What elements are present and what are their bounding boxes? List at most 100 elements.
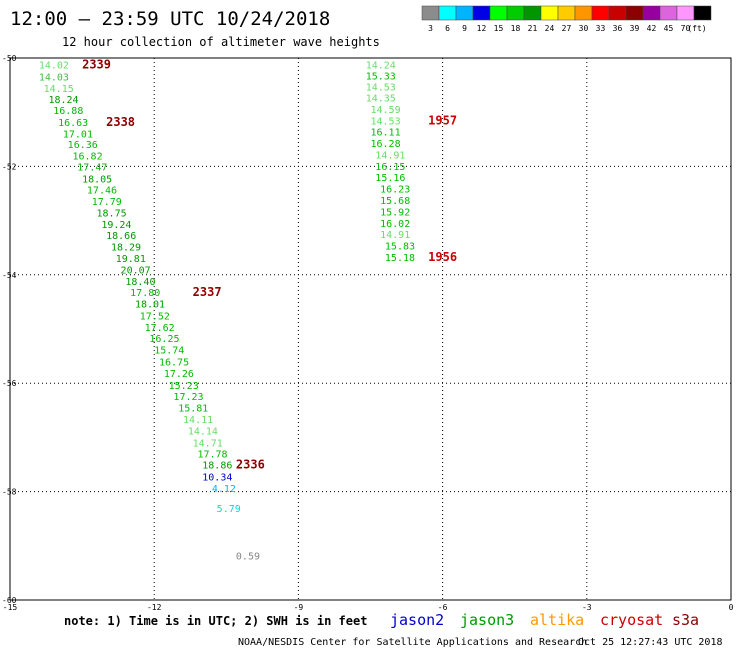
color-key-swatch bbox=[455, 5, 474, 21]
swh-label: 17.47 bbox=[77, 162, 107, 173]
swh-label: 16.75 bbox=[159, 358, 189, 369]
lat-tick-label: -58 bbox=[2, 488, 17, 497]
time-label: 2337 bbox=[193, 285, 222, 299]
color-key-swatch bbox=[693, 5, 712, 21]
color-key-swatch bbox=[489, 5, 508, 21]
swh-label: 16.63 bbox=[58, 118, 88, 129]
swh-label: 14.59 bbox=[371, 105, 401, 116]
color-key-label: 18 bbox=[511, 24, 521, 33]
swh-label: 0.59 bbox=[236, 552, 260, 563]
swh-label: 16.88 bbox=[53, 106, 83, 117]
legend-s3a: s3a bbox=[672, 611, 699, 629]
swh-label: 14.15 bbox=[44, 84, 74, 95]
swh-label: 19.81 bbox=[116, 254, 146, 265]
lat-tick-label: -54 bbox=[2, 271, 17, 280]
track-jason3: 14.0214.0314.1518.2416.8816.6317.0116.36… bbox=[39, 58, 265, 563]
color-key-label: 9 bbox=[462, 24, 467, 33]
swh-label: 18.75 bbox=[97, 208, 127, 219]
lon-tick-label: -3 bbox=[582, 603, 592, 612]
swh-label: 19.24 bbox=[101, 220, 131, 231]
swh-label: 14.03 bbox=[39, 72, 69, 83]
swh-label: 18.40 bbox=[125, 277, 155, 288]
swh-label: 14.91 bbox=[375, 150, 405, 161]
color-key: 3 6 9 12 15 18 21 24 27 30 33 36 39 42 45 70(ft) bbox=[421, 5, 712, 33]
color-key-swatch bbox=[557, 5, 576, 21]
swh-label: 10.34 bbox=[202, 472, 232, 483]
lon-tick-label: -12 bbox=[147, 603, 162, 612]
lat-tick-label: -50 bbox=[2, 54, 17, 63]
swh-label: 17.26 bbox=[164, 369, 194, 380]
swh-label: 16.28 bbox=[371, 139, 401, 150]
swh-label: 14.11 bbox=[183, 415, 213, 426]
swh-label: 15.83 bbox=[385, 242, 415, 253]
color-key-label: 24 bbox=[545, 24, 555, 33]
track-jason3: 14.2415.3314.5314.3514.5914.5316.1116.28… bbox=[366, 61, 457, 264]
color-key-swatch bbox=[591, 5, 610, 21]
lon-tick-label: -9 bbox=[294, 603, 304, 612]
swh-label: 16.23 bbox=[380, 185, 410, 196]
swh-label: 18.66 bbox=[106, 231, 136, 242]
swh-label: 16.11 bbox=[371, 128, 401, 139]
swh-label: 17.62 bbox=[145, 323, 175, 334]
color-key-label: 30 bbox=[579, 24, 589, 33]
swh-label: 17.46 bbox=[87, 186, 117, 197]
color-key-swatch bbox=[438, 5, 457, 21]
swh-label: 17.78 bbox=[197, 450, 227, 461]
color-key-label: 45 bbox=[664, 24, 674, 33]
color-key-label: 27 bbox=[562, 24, 572, 33]
lat-tick-label: -56 bbox=[2, 379, 17, 388]
swh-label: 16.36 bbox=[68, 140, 98, 151]
color-key-label: 21 bbox=[528, 24, 538, 33]
color-key-label: 39 bbox=[630, 24, 640, 33]
swh-label: 15.16 bbox=[375, 173, 405, 184]
swh-label: 18.05 bbox=[82, 174, 112, 185]
time-label: 2338 bbox=[106, 115, 135, 129]
time-label: 2339 bbox=[82, 58, 111, 72]
map-frame bbox=[9, 57, 732, 601]
axis-tick-labels: -15 -12 -9 -6 -3 0 -50 -52 -54 -56 -58 -60 bbox=[2, 54, 734, 612]
swh-label: 14.14 bbox=[188, 426, 218, 437]
swh-label: 5.79 bbox=[217, 504, 241, 515]
satellite-tracks: 14.0214.0314.1518.2416.8816.6317.0116.36… bbox=[39, 58, 457, 563]
swh-label: 15.81 bbox=[178, 404, 208, 415]
swh-label: 17.80 bbox=[130, 288, 160, 299]
color-key-swatch bbox=[574, 5, 593, 21]
color-key-unit: (ft) bbox=[687, 24, 706, 33]
lat-tick-label: -52 bbox=[2, 162, 17, 171]
swh-label: 18.29 bbox=[111, 243, 141, 254]
lon-tick-label: -15 bbox=[3, 603, 18, 612]
color-key-swatch bbox=[659, 5, 678, 21]
color-key-swatch bbox=[625, 5, 644, 21]
swh-label: 15.33 bbox=[366, 71, 396, 82]
swh-label: 4.12 bbox=[212, 484, 236, 495]
swh-label: 15.18 bbox=[385, 253, 415, 264]
swh-label: 15.68 bbox=[380, 196, 410, 207]
lon-tick-label: -6 bbox=[438, 603, 448, 612]
color-key-swatch bbox=[676, 5, 695, 21]
legend-cryosat: cryosat bbox=[600, 611, 663, 629]
color-key-label: 36 bbox=[613, 24, 623, 33]
swh-label: 14.35 bbox=[366, 94, 396, 105]
swh-label: 18.01 bbox=[135, 300, 165, 311]
credit-line: NOAA/NESDIS Center for Satellite Applica… bbox=[238, 637, 587, 648]
chart-subtitle: 12 hour collection of altimeter wave hei… bbox=[62, 35, 380, 49]
color-key-swatch bbox=[421, 5, 440, 21]
legend-jason3: jason3 bbox=[460, 611, 514, 629]
swh-label: 14.71 bbox=[193, 438, 223, 449]
swh-label: 14.53 bbox=[366, 83, 396, 94]
color-key-label: 70 bbox=[681, 24, 691, 33]
color-key-swatch bbox=[608, 5, 627, 21]
swh-label: 18.24 bbox=[48, 95, 78, 106]
generated-timestamp: Oct 25 12:27:43 UTC 2018 bbox=[578, 637, 723, 648]
color-key-label: 12 bbox=[477, 24, 487, 33]
color-key-label: 6 bbox=[445, 24, 450, 33]
swh-label: 14.24 bbox=[366, 61, 396, 72]
swh-label: 15.74 bbox=[154, 346, 184, 357]
color-key-label: 3 bbox=[428, 24, 433, 33]
swh-label: 14.02 bbox=[39, 61, 69, 72]
legend-jason2: jason2 bbox=[390, 611, 444, 629]
color-key-swatch bbox=[472, 5, 491, 21]
chart-title: 12:00 – 23:59 UTC 10/24/2018 bbox=[10, 8, 330, 30]
swh-label: 14.91 bbox=[380, 230, 410, 241]
swh-label: 16.25 bbox=[149, 334, 179, 345]
